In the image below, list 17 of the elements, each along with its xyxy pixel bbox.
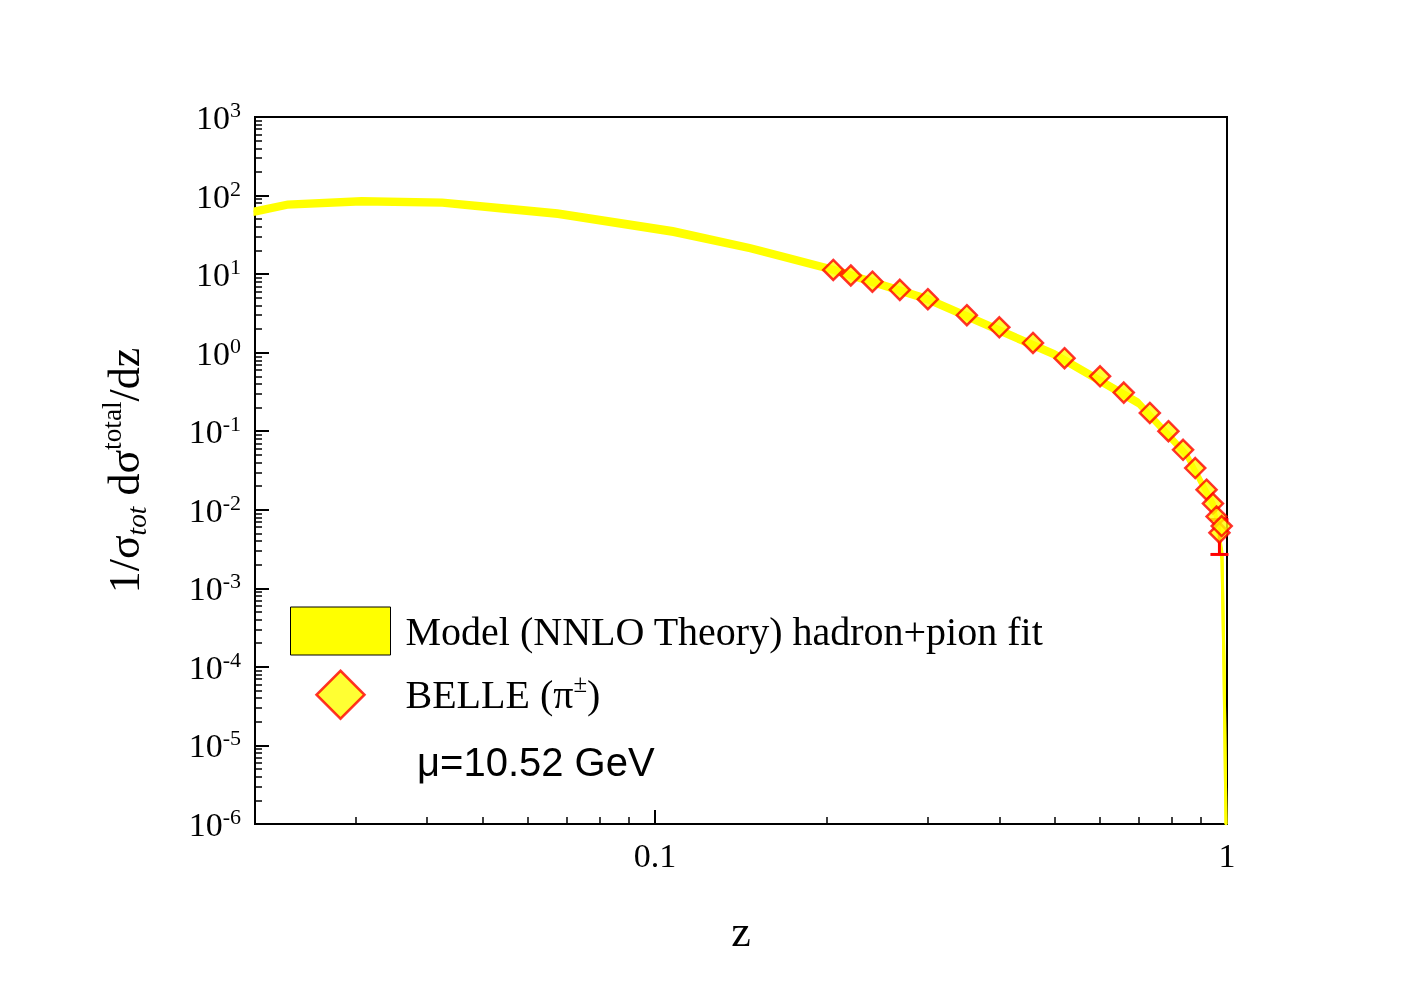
- x-axis-title: z: [731, 906, 751, 956]
- y-tick-label: 10$^{-6}$: [188, 803, 241, 843]
- y-tick-label: 10$^{-2}$: [188, 489, 241, 529]
- x-tick-label: 0.1: [633, 836, 677, 874]
- legend-label: BELLE (π±): [405, 670, 601, 718]
- x-tick-label: 1: [1218, 836, 1236, 874]
- y-axis-title: 1/σtot dσtotal/dz: [97, 347, 152, 594]
- y-tick-label: 10$^{1}$: [196, 253, 241, 294]
- y-tick-label: 10$^{2}$: [196, 175, 241, 215]
- y-tick-label: 10$^{-3}$: [188, 567, 241, 608]
- y-tick-label: 10$^{-5}$: [188, 724, 241, 765]
- y-tick-label: 10$^{3}$: [196, 96, 241, 136]
- legend-label: Model (NNLO Theory) hadron+pion fit: [405, 608, 1043, 654]
- y-tick-label: 10$^{0}$: [196, 332, 241, 372]
- annotation: μ=10.52 GeV: [417, 740, 655, 784]
- y-tick-label: 10$^{-1}$: [188, 410, 241, 451]
- y-tick-label: 10$^{-4}$: [188, 646, 241, 686]
